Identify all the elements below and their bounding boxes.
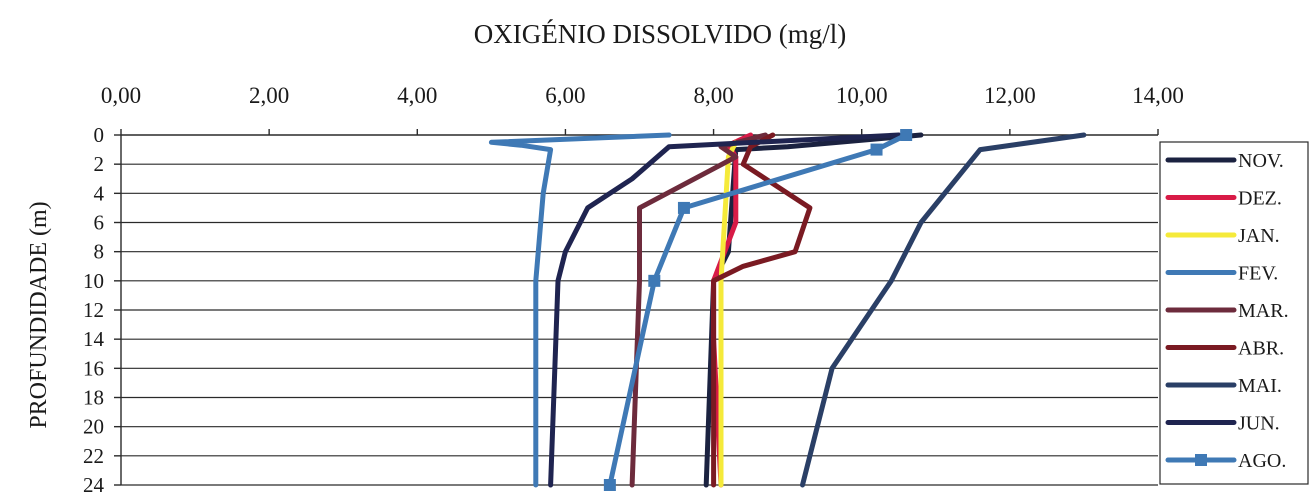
legend-label: MAI. — [1238, 375, 1282, 397]
x-tick-label: 2,00 — [249, 83, 289, 108]
series-line — [488, 132, 672, 488]
series-abr — [711, 132, 813, 488]
x-tick-label: 14,00 — [1132, 83, 1184, 108]
data-point — [870, 143, 883, 156]
data-point — [603, 479, 616, 491]
series-ago — [603, 129, 913, 491]
legend-marker — [1195, 454, 1207, 466]
legend-item: MAR. — [1165, 300, 1289, 322]
y-tick-label: 16 — [83, 356, 104, 380]
y-tick-label: 20 — [83, 415, 104, 439]
series-line — [548, 132, 902, 488]
y-tick-label: 8 — [94, 240, 105, 264]
legend-item: JAN. — [1165, 225, 1280, 247]
series-line — [800, 132, 1087, 488]
series-jan — [718, 139, 739, 488]
series-mai — [800, 132, 1087, 488]
data-point — [677, 201, 690, 214]
data-point — [648, 274, 661, 287]
y-tick-label: 2 — [94, 152, 105, 176]
y-axis-label: PROFUNDIDADE (m) — [26, 201, 52, 428]
x-tick-labels: 0,00 2,00 4,00 6,00 8,00 10,00 12,00 14,00 — [101, 83, 1184, 108]
chart-title: OXIGÉNIO DISSOLVIDO (mg/l) — [474, 19, 846, 49]
y-tick-label: 24 — [83, 473, 105, 497]
legend-item: DEZ. — [1165, 188, 1282, 210]
x-tick-label: 4,00 — [397, 83, 437, 108]
legend-item: MAI. — [1165, 375, 1282, 397]
legend-label: NOV. — [1238, 150, 1284, 172]
x-tick-label: 12,00 — [984, 83, 1036, 108]
legend-label: MAR. — [1238, 300, 1289, 322]
series-jun — [548, 132, 902, 488]
legend-label: JAN. — [1238, 225, 1280, 247]
data-point — [900, 129, 913, 141]
y-tick-label: 6 — [94, 211, 105, 235]
y-tick-label: 12 — [83, 298, 104, 322]
x-tick-label: 6,00 — [545, 83, 585, 108]
legend-item: NOV. — [1165, 150, 1284, 172]
y-tick-label: 14 — [83, 327, 105, 351]
legend-label: FEV. — [1238, 263, 1278, 285]
legend-label: JUN. — [1238, 413, 1280, 435]
series-fev — [488, 132, 672, 488]
series-lines — [488, 129, 1087, 491]
y-tick-label: 4 — [94, 181, 105, 205]
legend-item: AGO. — [1165, 450, 1286, 472]
legend-items: NOV. DEZ. JAN. FEV. MAR. ABR. MAI. JUN. AGO. — [1165, 150, 1289, 472]
legend-label: ABR. — [1238, 338, 1284, 360]
legend: NOV. DEZ. JAN. FEV. MAR. ABR. MAI. JUN. AGO. — [1159, 141, 1309, 485]
y-tick-label: 0 — [94, 123, 105, 147]
legend-item: JUN. — [1165, 413, 1280, 435]
legend-item: ABR. — [1165, 338, 1284, 360]
y-tick-label: 18 — [83, 386, 104, 410]
y-tick-label: 10 — [83, 269, 104, 293]
legend-label: AGO. — [1238, 450, 1286, 472]
series-line — [711, 132, 813, 488]
y-tick-label: 22 — [83, 444, 104, 468]
series-line — [718, 139, 739, 488]
legend-label: DEZ. — [1238, 188, 1282, 210]
x-tick-label: 10,00 — [836, 83, 888, 108]
x-tick-label: 0,00 — [101, 83, 141, 108]
x-tick-label: 8,00 — [693, 83, 733, 108]
legend-item: FEV. — [1165, 263, 1278, 285]
